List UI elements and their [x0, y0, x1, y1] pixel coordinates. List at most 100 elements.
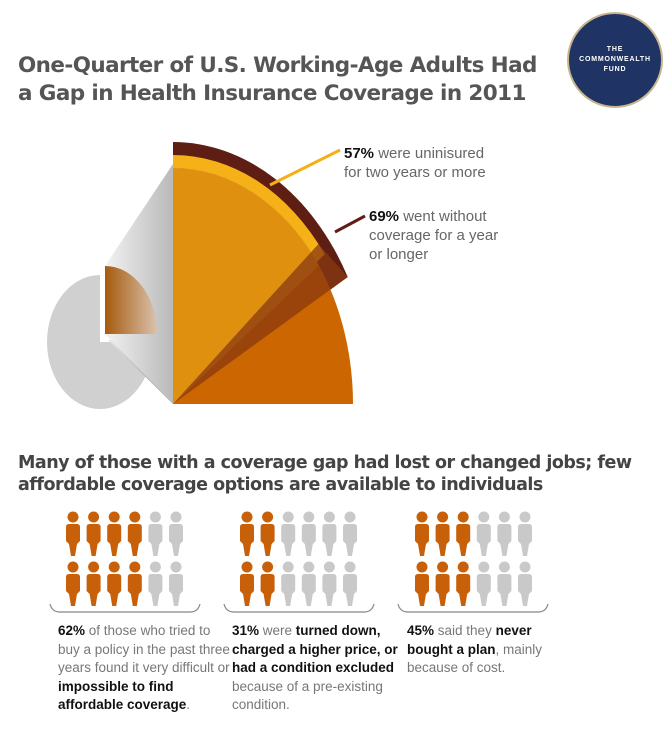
person-head	[437, 511, 449, 523]
person-head	[323, 561, 335, 573]
commonwealth-fund-logo: THE COMMONWEALTH FUND	[567, 12, 663, 108]
person-head	[149, 561, 161, 573]
subtitle-line: affordable coverage options are availabl…	[18, 475, 543, 495]
person-icon	[322, 511, 337, 556]
person-head	[129, 511, 141, 523]
person-head	[437, 561, 449, 573]
person-icon	[281, 511, 296, 556]
person-body	[322, 574, 337, 606]
person-body	[497, 524, 512, 556]
person-head	[262, 511, 274, 523]
person-head	[498, 511, 510, 523]
person-head	[303, 561, 315, 573]
person-head	[129, 561, 141, 573]
person-body	[281, 524, 296, 556]
person-head	[323, 511, 335, 523]
person-icon	[301, 561, 316, 606]
person-head	[498, 561, 510, 573]
stat-emphasis: never bought a plan	[407, 623, 532, 657]
stat-emphasis: impossible to find affordable coverage	[58, 678, 187, 713]
person-icon	[456, 511, 471, 556]
person-icon	[169, 511, 183, 556]
person-head	[519, 511, 531, 523]
callout-leader-69	[334, 214, 366, 234]
person-body	[518, 524, 532, 556]
person-head	[303, 511, 315, 523]
person-body	[281, 574, 296, 606]
person-head	[282, 561, 294, 573]
person-icon	[107, 511, 122, 556]
callout-value: 57%	[344, 145, 375, 162]
person-head	[170, 511, 182, 523]
person-icon	[322, 561, 337, 606]
person-icon	[127, 511, 142, 556]
person-head	[149, 511, 161, 523]
person-head	[88, 511, 100, 523]
person-body	[415, 524, 429, 556]
person-body	[240, 574, 254, 606]
person-body	[240, 524, 254, 556]
person-body	[86, 524, 101, 556]
person-body	[301, 524, 316, 556]
stat-emphasis: 45%	[407, 623, 435, 638]
title-line: a Gap in Health Insurance Coverage in 20…	[18, 81, 526, 106]
logo-text: THE	[606, 46, 624, 53]
person-body	[456, 524, 471, 556]
pictograph	[49, 511, 549, 613]
person-body	[343, 524, 357, 556]
subtitle-line: Many of those with a coverage gap had lo…	[18, 453, 632, 473]
person-icon	[301, 511, 316, 556]
person-icon	[281, 561, 296, 606]
person-icon	[107, 561, 122, 606]
stat-text: .	[186, 697, 191, 712]
person-icon	[435, 561, 450, 606]
person-body	[518, 574, 532, 606]
person-head	[344, 511, 356, 523]
callout-text: went without	[399, 208, 487, 225]
person-icon	[415, 561, 429, 606]
person-icon	[148, 511, 163, 556]
person-body	[107, 524, 122, 556]
person-body	[476, 574, 491, 606]
person-head	[457, 511, 469, 523]
stat-31: 31% were turned down, charged a higher p…	[232, 622, 407, 715]
person-icon	[66, 561, 80, 606]
person-body	[107, 574, 122, 606]
person-body	[322, 524, 337, 556]
page-title: One-Quarter of U.S. Working-Age Adults H…	[18, 52, 558, 108]
stat-62: 62% of those who tried to buy a policy i…	[58, 622, 233, 715]
person-head	[344, 561, 356, 573]
person-icon	[240, 561, 254, 606]
person-body	[301, 574, 316, 606]
person-icon	[518, 561, 532, 606]
stat-text: because of a pre-existing condition.	[232, 678, 383, 713]
stat-45: 45% said they never bought a plan, mainl…	[407, 622, 567, 678]
person-icon	[86, 561, 101, 606]
person-head	[108, 561, 120, 573]
person-icon	[518, 511, 532, 556]
person-icon	[435, 511, 450, 556]
person-body	[169, 574, 183, 606]
person-body	[260, 524, 275, 556]
person-icon	[343, 561, 357, 606]
person-head	[478, 561, 490, 573]
person-icon	[260, 561, 275, 606]
person-body	[86, 574, 101, 606]
stat-emphasis: turned down, charged a higher price, or …	[232, 623, 398, 675]
person-body	[66, 574, 80, 606]
callout-text: were uninisured	[374, 145, 485, 162]
person-body	[66, 524, 80, 556]
person-body	[435, 574, 450, 606]
callout-69: 69% went without coverage for a year or …	[369, 207, 498, 264]
person-head	[88, 561, 100, 573]
person-icon	[497, 511, 512, 556]
person-body	[127, 574, 142, 606]
logo-text: COMMONWEALTH	[579, 56, 651, 63]
pie-slice-main	[173, 168, 319, 404]
person-body	[497, 574, 512, 606]
callout-text: for two years or more	[344, 164, 486, 181]
person-body	[476, 524, 491, 556]
title-line: One-Quarter of U.S. Working-Age Adults H…	[18, 53, 537, 78]
stat-text: were	[259, 623, 296, 638]
